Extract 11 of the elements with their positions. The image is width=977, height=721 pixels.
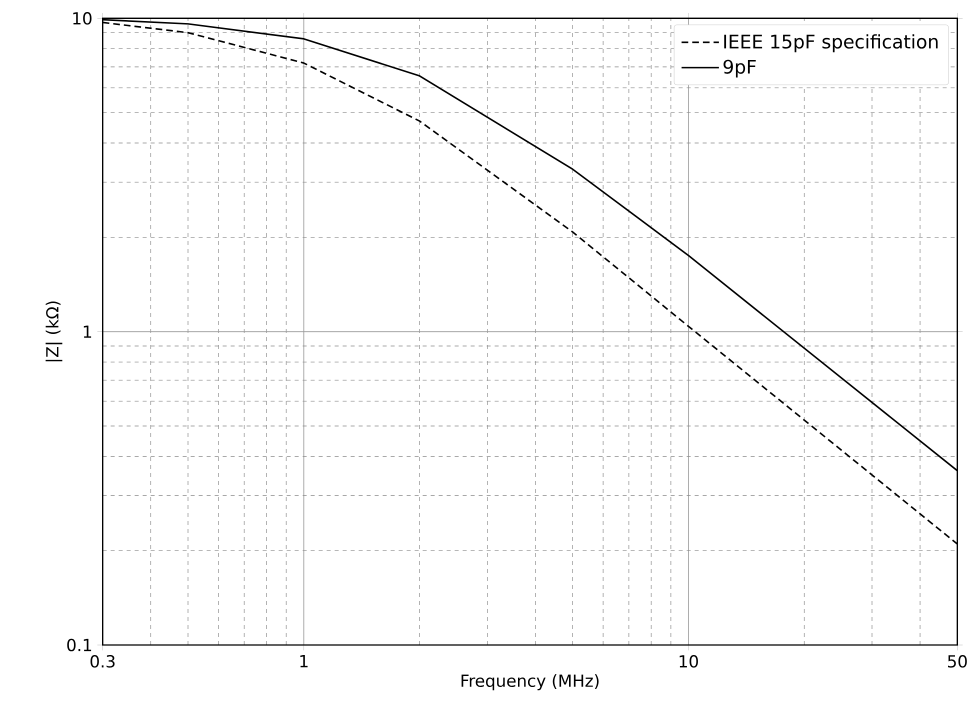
y-tick-label: 1 [84,326,92,338]
y-axis-title: |Z| (kΩ) [46,301,62,362]
x-tick-label: 50 [948,655,967,668]
x-tick-label: 0.3 [90,655,115,668]
legend-label: IEEE 15pF specification [724,34,938,52]
x-tick-label: 1 [300,655,308,668]
legend-label: 9pF [724,60,756,78]
y-tick-label: 10 [73,12,92,25]
y-tick-label: 0.1 [67,638,92,652]
x-axis-title: Frequency (MHz) [462,674,599,690]
x-tick-label: 10 [680,655,698,668]
